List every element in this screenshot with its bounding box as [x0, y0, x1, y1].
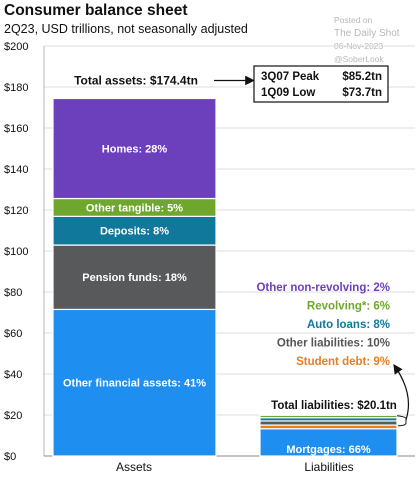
y-tick-label: $160 [4, 123, 28, 135]
assets-segment-4 [52, 97, 217, 200]
y-tick-label: $40 [4, 369, 22, 381]
liabilities-legend-item: Revolving*: 6% [307, 301, 390, 313]
small-slices-bracket [396, 415, 407, 427]
assets-segment-1 [52, 244, 217, 311]
assets-segment-label: Other financial assets: 41% [63, 378, 206, 390]
y-tick-label: $120 [4, 205, 28, 217]
callout-row-value: $85.2tn [342, 71, 382, 83]
annotation-layer: Total assets: $174.4tn 3Q07 Peak $85.2tn 1Q… [74, 65, 409, 427]
assets-segment-0 [52, 308, 217, 457]
callout-row-label: 1Q09 Low [261, 87, 315, 99]
assets-segment-label: Other tangible: 5% [86, 202, 183, 214]
assets-segment-2 [52, 215, 217, 246]
callout-row-value: $73.7tn [342, 87, 382, 99]
labels-layer: Other financial assets: 41% Pension funds… [63, 144, 371, 475]
y-tick-label: $0 [4, 451, 16, 463]
watermark-handle: @SoberLook [334, 54, 384, 64]
x-tick-label-liabilities: Liabilities [304, 460, 353, 474]
y-tick-label: $60 [4, 328, 22, 340]
assets-segment-label: Pension funds: 18% [82, 272, 187, 284]
chart-title: Consumer balance sheet [4, 2, 188, 19]
watermark-posted-on: Posted on [334, 15, 373, 25]
x-tick-label-assets: Assets [116, 460, 152, 474]
assets-segment-label: Deposits: 8% [100, 226, 169, 238]
liabilities-legend-item: Other non-revolving: 2% [256, 282, 390, 294]
peak-low-callout-box [253, 65, 389, 103]
watermark-source: The Daily Shot [334, 28, 400, 39]
total-liabilities-label: Total liabilities: $20.1tn [271, 400, 397, 412]
bars-layer [52, 97, 398, 457]
y-tick-label: $180 [4, 82, 28, 94]
y-tick-label: $100 [4, 246, 28, 258]
callout-row-label: 3Q07 Peak [261, 71, 320, 83]
y-tick-label: $140 [4, 164, 28, 176]
liabilities-segment-5 [259, 413, 398, 416]
liabilities-segment-label: Mortgages: 66% [286, 444, 371, 456]
liabilities-legend-item: Student debt: 9% [296, 356, 390, 368]
liabilities-segment-2 [259, 420, 398, 426]
assets-segment-label: Homes: 28% [102, 144, 168, 156]
liabilities-legend-item: Auto loans: 8% [307, 319, 390, 331]
chart-subtitle: 2Q23, USD trillions, not seasonally adju… [4, 22, 248, 36]
y-tick-label: $20 [4, 410, 22, 422]
liabilities-legend-item: Other liabilities: 10% [277, 338, 390, 350]
small-slices-arrow [393, 364, 409, 420]
y-tick-label: $80 [4, 287, 22, 299]
total-assets-label: Total assets: $174.4tn [74, 73, 198, 87]
y-tick-label: $200 [4, 41, 28, 53]
